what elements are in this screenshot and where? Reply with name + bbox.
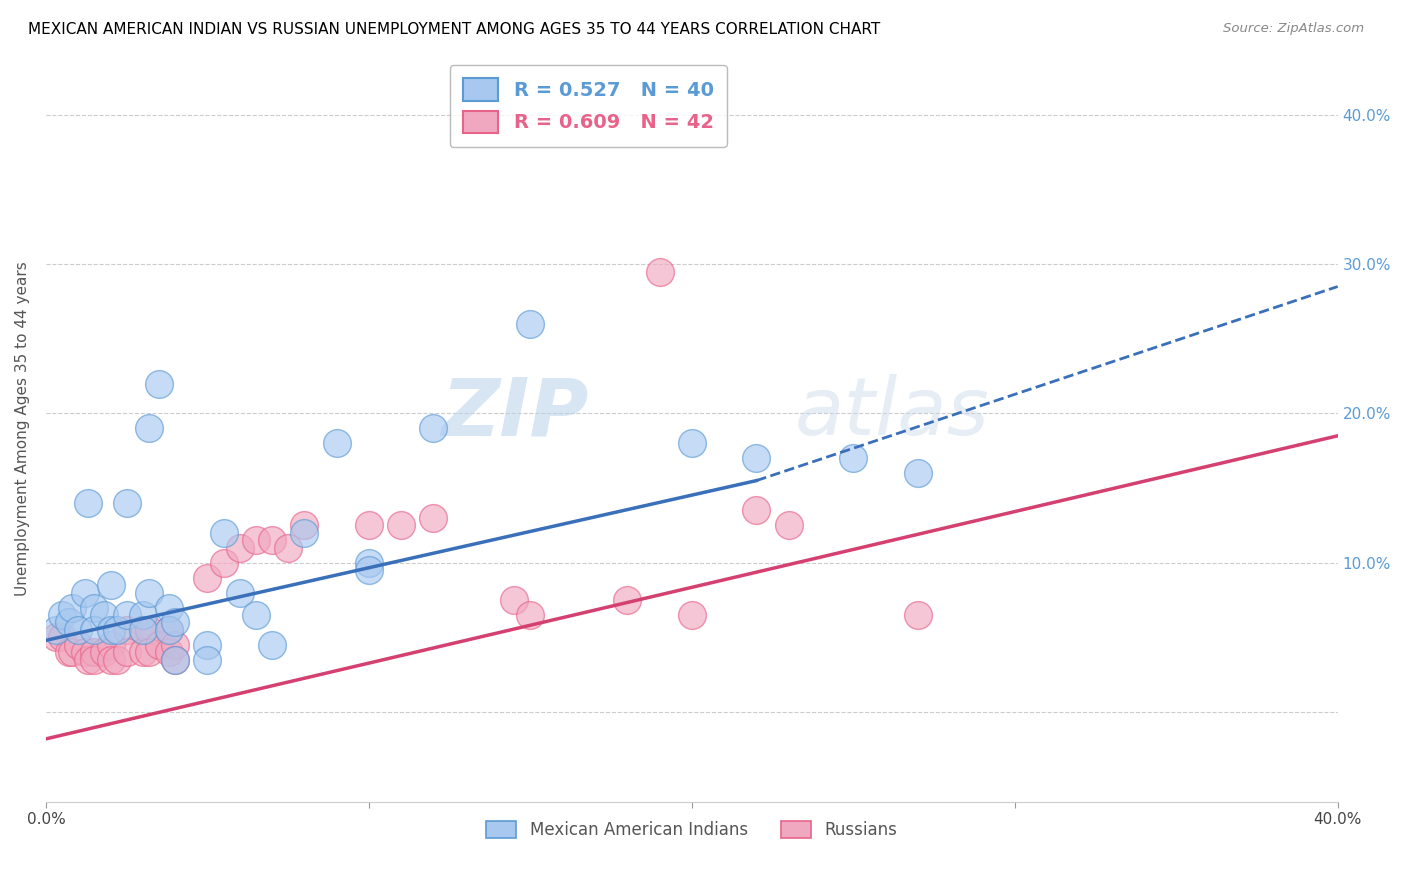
Point <box>197 638 219 652</box>
Point <box>83 623 105 637</box>
Point <box>83 653 105 667</box>
Point <box>132 623 155 637</box>
Point <box>228 585 250 599</box>
Point <box>260 533 283 548</box>
Point <box>422 511 444 525</box>
Point <box>197 653 219 667</box>
Point <box>93 607 115 622</box>
Point <box>245 533 267 548</box>
Point <box>357 518 380 533</box>
Point <box>60 600 83 615</box>
Point <box>100 653 122 667</box>
Point <box>138 421 160 435</box>
Point <box>325 436 347 450</box>
Point <box>77 653 100 667</box>
Point <box>165 638 187 652</box>
Point <box>228 541 250 555</box>
Point <box>907 607 929 622</box>
Point <box>681 607 703 622</box>
Point <box>100 578 122 592</box>
Point <box>165 653 187 667</box>
Point <box>157 600 180 615</box>
Point <box>842 451 865 466</box>
Point <box>105 653 128 667</box>
Point <box>83 645 105 659</box>
Point <box>132 645 155 659</box>
Point <box>260 638 283 652</box>
Text: Source: ZipAtlas.com: Source: ZipAtlas.com <box>1223 22 1364 36</box>
Text: atlas: atlas <box>796 375 990 452</box>
Point <box>212 525 235 540</box>
Point <box>681 436 703 450</box>
Point <box>422 421 444 435</box>
Point <box>245 607 267 622</box>
Y-axis label: Unemployment Among Ages 35 to 44 years: Unemployment Among Ages 35 to 44 years <box>15 261 30 596</box>
Point <box>45 631 67 645</box>
Point <box>138 623 160 637</box>
Point <box>51 607 73 622</box>
Point <box>277 541 299 555</box>
Point <box>115 645 138 659</box>
Point <box>115 623 138 637</box>
Point <box>115 496 138 510</box>
Point <box>907 466 929 480</box>
Point <box>132 607 155 622</box>
Point <box>519 317 541 331</box>
Point <box>165 653 187 667</box>
Point <box>115 607 138 622</box>
Point <box>157 645 180 659</box>
Legend: Mexican American Indians, Russians: Mexican American Indians, Russians <box>479 814 904 846</box>
Point <box>67 638 90 652</box>
Text: ZIP: ZIP <box>441 375 589 452</box>
Point <box>77 496 100 510</box>
Point <box>45 623 67 637</box>
Point <box>138 585 160 599</box>
Point <box>148 376 170 391</box>
Point <box>93 645 115 659</box>
Point <box>73 585 96 599</box>
Point <box>778 518 800 533</box>
Point <box>357 556 380 570</box>
Point <box>83 600 105 615</box>
Point <box>148 638 170 652</box>
Point <box>100 623 122 637</box>
Point <box>648 264 671 278</box>
Point <box>292 525 315 540</box>
Point <box>357 563 380 577</box>
Point <box>100 638 122 652</box>
Point <box>616 593 638 607</box>
Point <box>157 623 180 637</box>
Point <box>58 645 80 659</box>
Point <box>745 503 768 517</box>
Point <box>389 518 412 533</box>
Point <box>73 645 96 659</box>
Point <box>67 623 90 637</box>
Point <box>197 571 219 585</box>
Point <box>51 631 73 645</box>
Point <box>165 615 187 630</box>
Point <box>105 623 128 637</box>
Point <box>503 593 526 607</box>
Point <box>745 451 768 466</box>
Point <box>157 623 180 637</box>
Point <box>58 615 80 630</box>
Point <box>60 645 83 659</box>
Text: MEXICAN AMERICAN INDIAN VS RUSSIAN UNEMPLOYMENT AMONG AGES 35 TO 44 YEARS CORREL: MEXICAN AMERICAN INDIAN VS RUSSIAN UNEMP… <box>28 22 880 37</box>
Point <box>132 623 155 637</box>
Point <box>138 645 160 659</box>
Point <box>212 556 235 570</box>
Point <box>519 607 541 622</box>
Point <box>292 518 315 533</box>
